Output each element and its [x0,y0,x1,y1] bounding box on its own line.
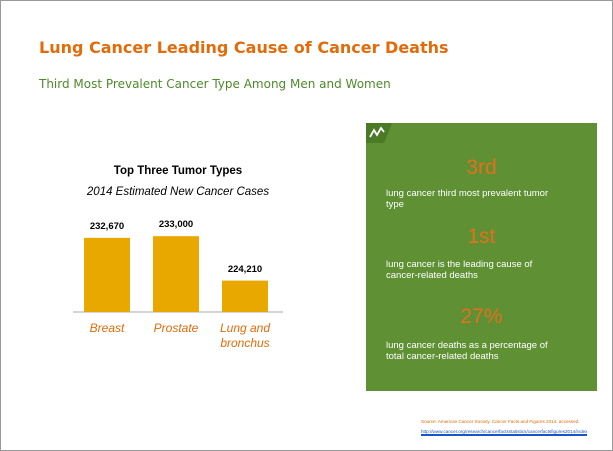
bar [222,280,268,312]
value-label: 224,210 [227,263,263,275]
slide-subtitle: Third Most Prevalent Cancer Type Among M… [39,77,391,91]
stat-text: lung cancer third most prevalent tumor t… [386,188,549,210]
source-link[interactable]: http://www.cancer.org/research/cancerfac… [421,429,588,436]
category-label: Lung and bronchus [219,321,271,350]
category-label: Prostate [153,321,199,335]
bar [153,236,199,312]
stat-value: 27% [460,305,503,328]
value-label: 233,000 [158,219,194,231]
slide-title: Lung Cancer Leading Cause of Cancer Deat… [39,38,449,57]
stat-text: lung cancer is the leading cause of canc… [386,259,533,281]
bar [84,237,130,312]
chart [73,236,283,313]
chart-title: Top Three Tumor Types [113,165,243,177]
stats-panel: 3rd lung cancer third most prevalent tumo… [366,123,597,391]
stat-value: 1st [467,225,496,248]
stat-value: 3rd [466,156,497,179]
category-label: Breast [89,321,125,335]
chart-subtitle: 2014 Estimated New Cancer Cases [86,186,270,198]
stat-text: lung cancer deaths as a percentage of to… [386,340,548,362]
value-label: 232,670 [89,220,125,232]
source-text: Source: American Cancer Society. Cancer … [421,419,580,424]
icon [366,123,392,143]
